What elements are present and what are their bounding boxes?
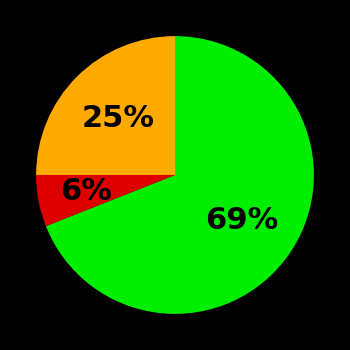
Wedge shape [46,36,314,314]
Wedge shape [36,36,175,175]
Text: 25%: 25% [82,104,155,133]
Wedge shape [36,175,175,226]
Text: 6%: 6% [61,177,112,206]
Text: 69%: 69% [205,206,278,235]
